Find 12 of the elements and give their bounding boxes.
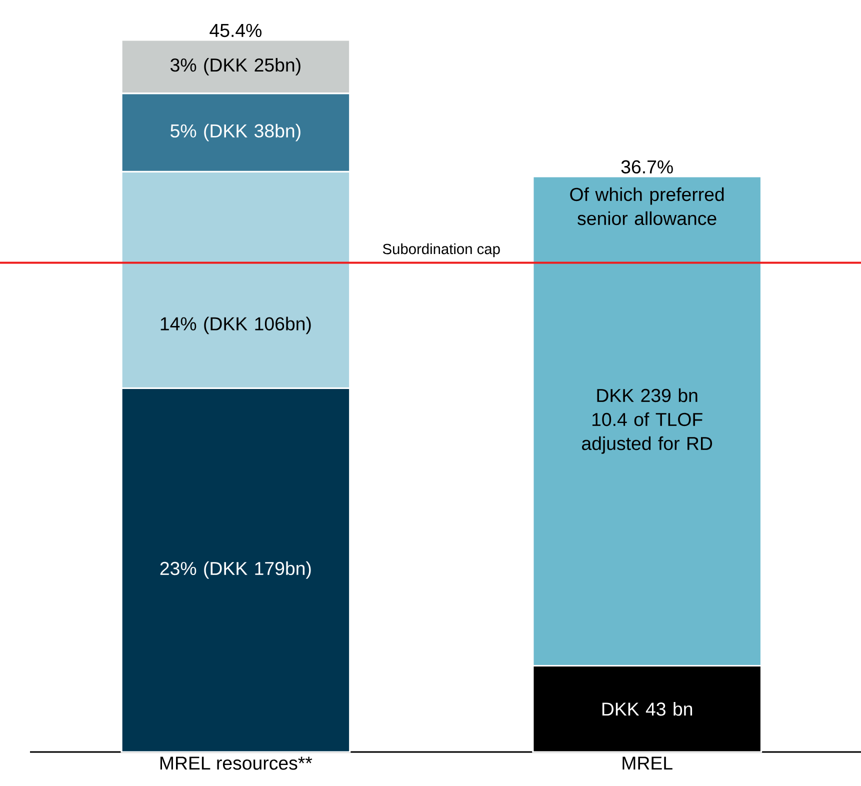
data-label: DKK 43 bn	[602, 702, 692, 716]
ref-line-label: Subordination cap	[382, 243, 500, 258]
total-label: 45.4%	[210, 24, 262, 38]
data-label: 3% (DKK 25bn)	[170, 58, 300, 76]
x-tick-label: MREL	[622, 756, 672, 770]
data-label: DKK 239 bn 10.4 of TLOF adjusted for RD	[582, 388, 712, 454]
data-label: 5% (DKK 38bn)	[170, 124, 300, 142]
annotation: Of which preferred senior allowance	[570, 187, 724, 226]
total-label: 36.7%	[621, 160, 673, 174]
x-tick-label: MREL resources**	[160, 756, 312, 770]
data-label: 14% (DKK 106bn)	[160, 316, 311, 334]
data-label: 23% (DKK 179bn)	[160, 561, 311, 579]
